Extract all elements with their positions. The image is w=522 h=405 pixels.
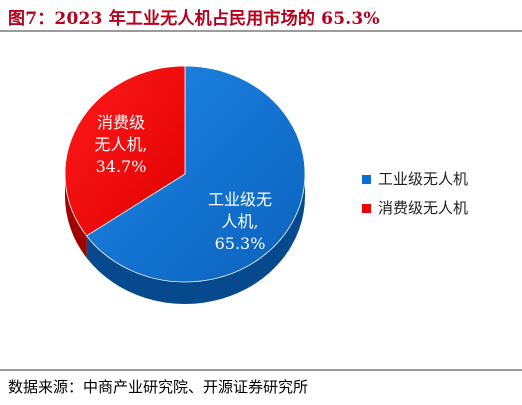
- legend-label-industrial: 工业级无人机: [378, 170, 468, 188]
- slice-label-consumer: 消费级无人机, 34.7%: [94, 113, 147, 176]
- title-divider: [0, 30, 522, 32]
- slice-label-industrial: 工业级无人机, 65.3%: [208, 190, 272, 253]
- slice-labels: 工业级无人机, 65.3% 消费级无人机, 34.7%: [94, 113, 272, 253]
- legend-swatch-consumer: [362, 204, 371, 213]
- pie-slice-consumer: [64, 65, 186, 237]
- legend-label-consumer: 消费级无人机: [378, 199, 468, 217]
- pie-group: [64, 65, 306, 305]
- legend-swatch-industrial: [362, 175, 371, 184]
- chart-title: 图7：2023 年工业无人机占民用市场的 65.3%: [8, 9, 380, 29]
- source-note: 数据来源：中商产业研究院、开源证券研究所: [8, 378, 309, 396]
- pie-side-consumer: [65, 174, 87, 258]
- source-divider: [0, 369, 522, 371]
- pie-slice-industrial: [86, 65, 306, 283]
- pie-side-industrial: [86, 174, 305, 305]
